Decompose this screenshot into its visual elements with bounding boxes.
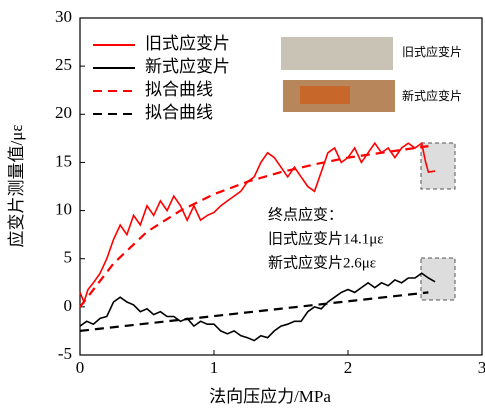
y-tick-label: 0 <box>64 296 73 315</box>
x-tick-label: 0 <box>76 358 85 377</box>
y-tick-label: 20 <box>55 103 72 122</box>
y-tick-label: 10 <box>55 199 72 218</box>
x-tick-label: 1 <box>210 358 219 377</box>
y-tick-label: 15 <box>55 151 72 170</box>
x-axis-label: 法向压应力/MPa <box>209 387 331 406</box>
y-tick-label: 25 <box>55 55 72 74</box>
annotation: 新式应变片2.6με <box>268 253 376 271</box>
legend-label: 拟合曲线 <box>145 103 213 122</box>
annotation: 旧式应变片14.1με <box>268 229 384 247</box>
legend-label: 拟合曲线 <box>145 80 213 99</box>
y-tick-label: -5 <box>58 344 72 363</box>
inset-photo <box>281 37 393 70</box>
fit-line <box>79 145 429 308</box>
x-tick-label: 3 <box>478 358 485 377</box>
inset-label: 新式应变片 <box>402 88 462 103</box>
annotation: 终点应变： <box>268 205 343 223</box>
legend-label: 新式应变片 <box>145 57 230 76</box>
y-axis-label: 应变片测量值/με <box>7 125 26 248</box>
data-line <box>79 272 436 342</box>
plot-frame <box>79 17 483 356</box>
y-tick-label: 5 <box>64 248 73 267</box>
y-tick-label: 30 <box>55 7 72 26</box>
data-line <box>79 141 436 305</box>
inset-gauge <box>300 86 350 104</box>
x-tick-label: 2 <box>344 358 353 377</box>
fit-line <box>79 291 429 332</box>
legend-label: 旧式应变片 <box>145 34 230 53</box>
inset-label: 旧式应变片 <box>402 44 462 59</box>
